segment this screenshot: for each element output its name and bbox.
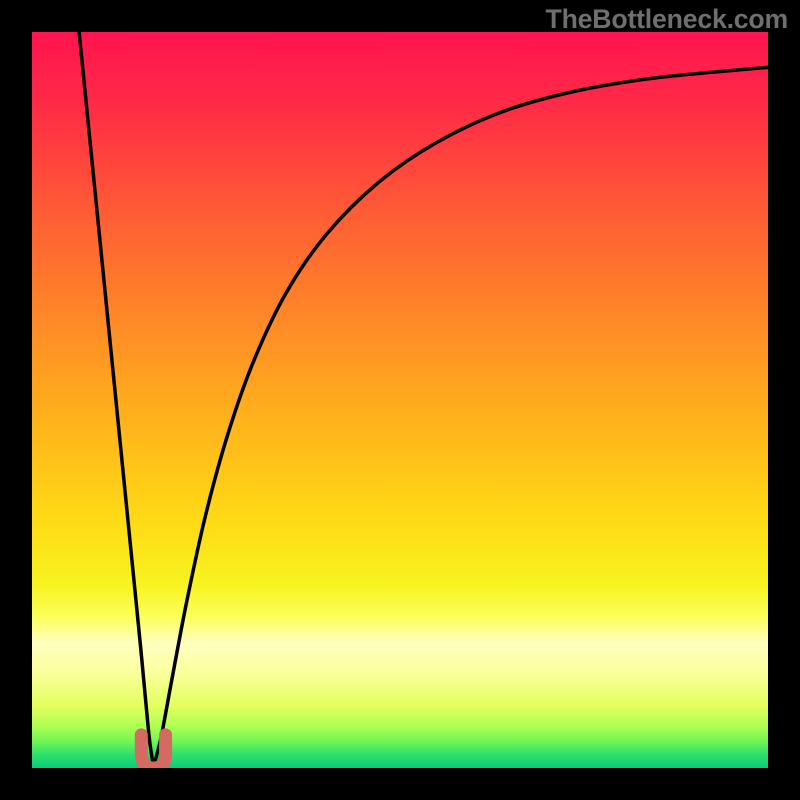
chart-frame: TheBottleneck.com xyxy=(0,0,800,800)
watermark-text: TheBottleneck.com xyxy=(546,4,788,35)
bottleneck-chart xyxy=(32,32,768,768)
